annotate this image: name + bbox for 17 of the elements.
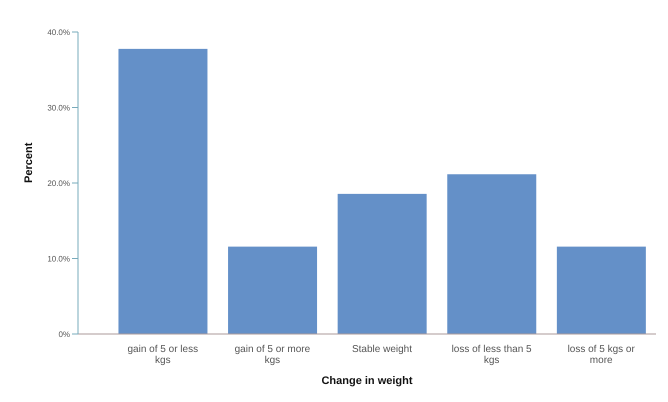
y-tick-label: 20.0% <box>47 178 70 188</box>
bar <box>118 48 208 334</box>
bar <box>447 174 536 334</box>
y-axis-title: Percent <box>22 142 35 183</box>
y-tick-label: 30.0% <box>47 103 70 112</box>
bar <box>228 246 318 334</box>
x-tick-label: loss of 5 kgs or more <box>568 344 636 366</box>
x-axis-title: Change in weight <box>321 375 413 387</box>
y-tick-label: 0% <box>58 330 70 339</box>
x-tick-label: Stable weight <box>352 344 412 355</box>
x-tick-label: gain of 5 or more kgs <box>234 344 311 366</box>
bar <box>556 246 646 334</box>
y-tick-label: 40.0% <box>47 28 70 37</box>
bar <box>338 194 427 334</box>
x-tick-label: gain of 5 or less kgs <box>127 344 198 366</box>
y-tick-label: 10.0% <box>47 254 70 264</box>
x-tick-label: loss of less than 5 kgs <box>452 344 532 366</box>
